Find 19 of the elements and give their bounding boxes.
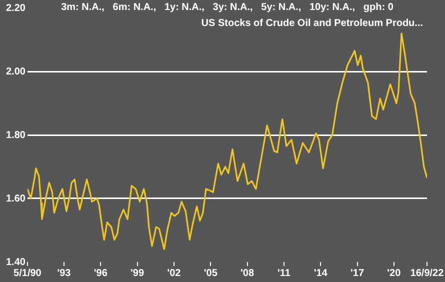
x-tick-label: 5/1/90 <box>14 268 42 279</box>
x-tick-label: 16/9/22 <box>410 268 444 279</box>
y-tick-label: 2.20 <box>6 2 26 14</box>
annotation: 3m: N.A., 6m: N.A., 1y: N.A., 3y: N.A., 5y: N.A., 10y: N.A., gph: 0 <box>61 2 394 13</box>
x-tick-label: '14 <box>314 268 328 279</box>
x-tick-label: '02 <box>167 268 182 279</box>
x-tick-label: '20 <box>387 268 402 279</box>
y-tick-label: 2.00 <box>6 66 26 78</box>
x-tick-label: '99 <box>130 268 144 279</box>
y-tick-label: 1.40 <box>6 256 26 268</box>
x-tick-label: '11 <box>277 268 291 279</box>
text: US Stocks of Crude Oil and Petroleum Produ... <box>201 18 424 29</box>
y-tick-label: 1.80 <box>6 130 26 141</box>
y-tick-label: 1.60 <box>6 193 26 204</box>
x-tick-label: '17 <box>350 268 364 279</box>
x-tick-label: '93 <box>57 268 72 279</box>
x-tick-label: '08 <box>240 268 254 279</box>
x-tick-label: '96 <box>94 268 108 279</box>
x-tick-label: '05 <box>204 268 218 279</box>
